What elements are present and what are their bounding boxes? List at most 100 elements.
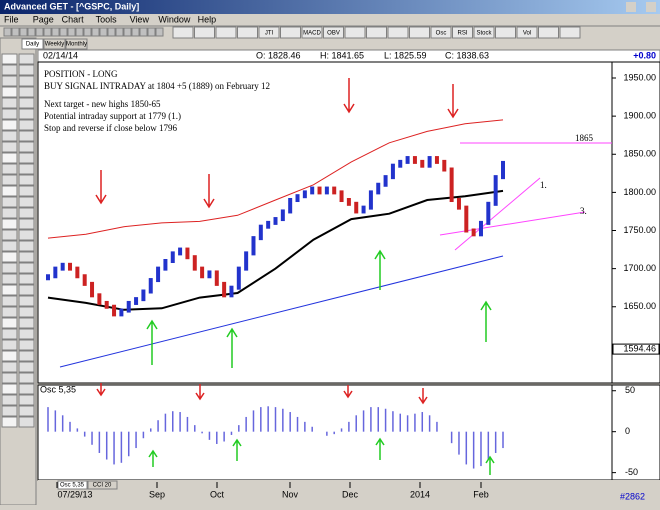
tool-button[interactable]: [115, 27, 124, 37]
tool-button[interactable]: [18, 295, 35, 307]
tool-button[interactable]: [18, 339, 35, 351]
timeframe-tab[interactable]: [21, 38, 44, 50]
indicator-button[interactable]: [516, 26, 538, 39]
tool-button[interactable]: [1, 350, 18, 362]
tool-button[interactable]: [18, 328, 35, 340]
tool-button[interactable]: [1, 185, 18, 197]
tool-button[interactable]: [1, 86, 18, 98]
tool-button[interactable]: [1, 229, 18, 241]
tool-button[interactable]: [1, 328, 18, 340]
indicator-button[interactable]: [538, 26, 559, 39]
tool-button[interactable]: [1, 75, 18, 87]
tool-button[interactable]: [18, 405, 35, 417]
indicator-button[interactable]: [495, 26, 516, 39]
tool-button[interactable]: [18, 108, 35, 120]
menu-item[interactable]: Page: [33, 14, 54, 24]
tool-button[interactable]: [1, 273, 18, 285]
tool-button[interactable]: [139, 27, 148, 37]
tool-button[interactable]: [18, 262, 35, 274]
tool-button[interactable]: [18, 207, 35, 219]
tool-button[interactable]: [18, 97, 35, 109]
tool-button[interactable]: [1, 218, 18, 230]
tool-button[interactable]: [18, 284, 35, 296]
indicator-label[interactable]: Vol: [523, 31, 531, 37]
tool-button[interactable]: [1, 394, 18, 406]
tool-button[interactable]: [1, 196, 18, 208]
tool-button[interactable]: [18, 196, 35, 208]
indicator-button[interactable]: [559, 26, 581, 39]
tool-button[interactable]: [18, 251, 35, 263]
tool-button[interactable]: [131, 27, 140, 37]
tool-button[interactable]: [18, 394, 35, 406]
tool-button[interactable]: [107, 27, 116, 37]
tool-button[interactable]: [99, 27, 108, 37]
tool-button[interactable]: [1, 207, 18, 219]
tool-button[interactable]: [1, 152, 18, 164]
indicator-label[interactable]: MACD: [303, 31, 321, 37]
indicator-tab-label[interactable]: CCI 20: [93, 483, 112, 489]
indicator-label[interactable]: Stock: [476, 31, 492, 37]
tool-button[interactable]: [19, 27, 28, 37]
tool-button[interactable]: [27, 27, 36, 37]
tool-button[interactable]: [1, 53, 18, 65]
menu-item[interactable]: Tools: [96, 14, 118, 24]
tool-button[interactable]: [1, 262, 18, 274]
tool-button[interactable]: [83, 27, 92, 37]
tool-button[interactable]: [155, 27, 164, 37]
tool-button[interactable]: [1, 372, 18, 384]
indicator-button[interactable]: [258, 26, 280, 39]
tool-button[interactable]: [18, 383, 35, 395]
tool-button[interactable]: [1, 416, 18, 428]
timeframe-label[interactable]: Weekly: [45, 42, 65, 48]
tool-button[interactable]: [67, 27, 76, 37]
menu-item[interactable]: Window: [158, 14, 191, 24]
tool-button[interactable]: [18, 240, 35, 252]
tool-button[interactable]: [18, 229, 35, 241]
tool-button[interactable]: [1, 306, 18, 318]
tool-button[interactable]: [147, 27, 156, 37]
tool-button[interactable]: [75, 27, 84, 37]
tool-button[interactable]: [11, 27, 20, 37]
indicator-button[interactable]: [387, 26, 409, 39]
tool-button[interactable]: [18, 273, 35, 285]
tool-button[interactable]: [18, 141, 35, 153]
timeframe-label[interactable]: Daily: [26, 42, 39, 48]
indicator-button[interactable]: [172, 26, 194, 39]
tool-button[interactable]: [1, 339, 18, 351]
tool-button[interactable]: [1, 295, 18, 307]
indicator-button[interactable]: [409, 26, 430, 39]
tool-button[interactable]: [18, 361, 35, 373]
indicator-label[interactable]: JTI: [265, 31, 274, 37]
indicator-button[interactable]: [323, 26, 344, 39]
tool-button[interactable]: [18, 64, 35, 76]
close-button[interactable]: [646, 2, 656, 12]
tool-button[interactable]: [18, 416, 35, 428]
tool-button[interactable]: [18, 174, 35, 186]
tool-button[interactable]: [18, 317, 35, 329]
indicator-tab[interactable]: [57, 480, 88, 490]
menu-item[interactable]: Help: [198, 14, 217, 24]
minimize-button[interactable]: [626, 2, 636, 12]
indicator-button[interactable]: [215, 26, 237, 39]
tool-button[interactable]: [1, 64, 18, 76]
menu-item[interactable]: Chart: [62, 14, 85, 24]
indicator-button[interactable]: [430, 26, 452, 39]
tool-button[interactable]: [18, 130, 35, 142]
tool-button[interactable]: [18, 75, 35, 87]
tool-button[interactable]: [1, 284, 18, 296]
tool-button[interactable]: [18, 163, 35, 175]
indicator-tab[interactable]: [87, 480, 118, 490]
indicator-button[interactable]: [473, 26, 495, 39]
indicator-tab-label[interactable]: Osc 5,35: [60, 483, 85, 489]
indicator-button[interactable]: [344, 26, 366, 39]
tool-button[interactable]: [18, 350, 35, 362]
tool-button[interactable]: [18, 306, 35, 318]
indicator-button[interactable]: [366, 26, 387, 39]
tool-button[interactable]: [123, 27, 132, 37]
indicator-button[interactable]: [280, 26, 301, 39]
tool-button[interactable]: [1, 251, 18, 263]
indicator-button[interactable]: [194, 26, 215, 39]
tool-button[interactable]: [91, 27, 100, 37]
tool-button[interactable]: [18, 218, 35, 230]
tool-button[interactable]: [3, 27, 12, 37]
